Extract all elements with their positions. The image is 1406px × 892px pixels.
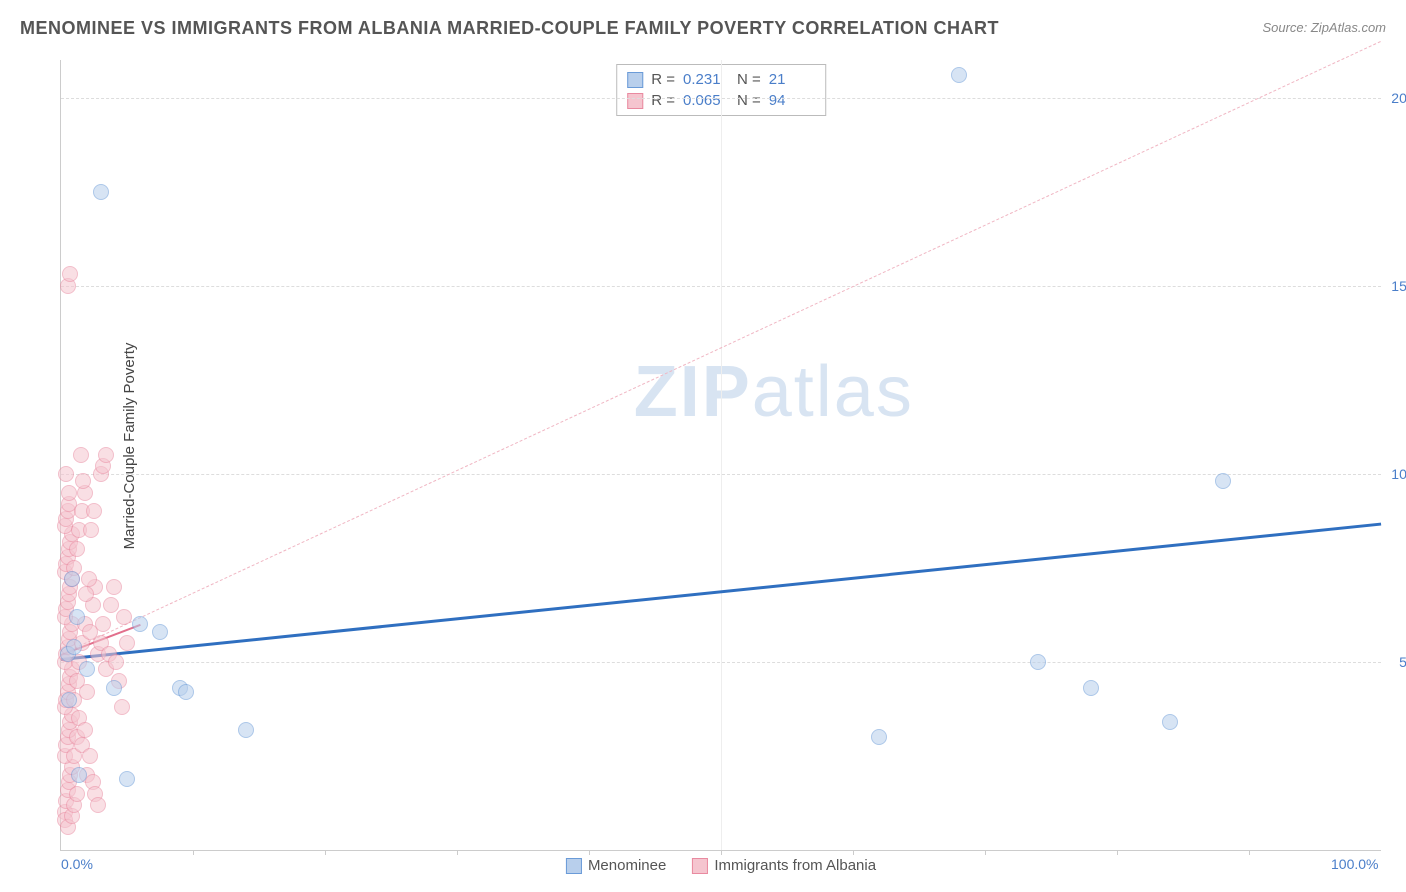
swatch-series2: [627, 93, 643, 109]
data-point: [61, 692, 77, 708]
data-point: [64, 571, 80, 587]
data-point: [78, 586, 94, 602]
x-minor-tick: [457, 850, 458, 855]
data-point: [1215, 473, 1231, 489]
x-minor-tick: [589, 850, 590, 855]
data-point: [81, 571, 97, 587]
legend-item-series2: Immigrants from Albania: [692, 857, 876, 874]
data-point: [69, 786, 85, 802]
grid-line-v: [721, 60, 722, 850]
data-point: [1083, 680, 1099, 696]
data-point: [75, 473, 91, 489]
data-point: [108, 654, 124, 670]
x-minor-tick: [325, 850, 326, 855]
data-point: [114, 699, 130, 715]
data-point: [69, 541, 85, 557]
x-minor-tick: [1117, 850, 1118, 855]
x-tick-label: 100.0%: [1331, 856, 1378, 872]
data-point: [98, 447, 114, 463]
source-label: Source: ZipAtlas.com: [1262, 20, 1386, 35]
data-point: [61, 485, 77, 501]
data-point: [119, 635, 135, 651]
chart-title: MENOMINEE VS IMMIGRANTS FROM ALBANIA MAR…: [20, 18, 999, 39]
data-point: [95, 616, 111, 632]
x-minor-tick: [193, 850, 194, 855]
x-minor-tick: [721, 850, 722, 855]
x-minor-tick: [853, 850, 854, 855]
data-point: [62, 266, 78, 282]
bottom-legend: Menominee Immigrants from Albania: [566, 857, 876, 874]
data-point: [238, 722, 254, 738]
data-point: [77, 722, 93, 738]
watermark: ZIPatlas: [634, 351, 914, 433]
data-point: [90, 797, 106, 813]
data-point: [82, 748, 98, 764]
data-point: [871, 729, 887, 745]
x-minor-tick: [985, 850, 986, 855]
data-point: [69, 609, 85, 625]
data-point: [106, 579, 122, 595]
data-point: [951, 67, 967, 83]
data-point: [79, 661, 95, 677]
data-point: [86, 503, 102, 519]
x-minor-tick: [1249, 850, 1250, 855]
y-tick-label: 5.0%: [1386, 654, 1406, 670]
swatch-series1-b: [566, 858, 582, 874]
data-point: [152, 624, 168, 640]
y-tick-label: 10.0%: [1386, 466, 1406, 482]
data-point: [58, 466, 74, 482]
data-point: [132, 616, 148, 632]
data-point: [106, 680, 122, 696]
data-point: [178, 684, 194, 700]
data-point: [1162, 714, 1178, 730]
data-point: [66, 639, 82, 655]
x-tick-label: 0.0%: [61, 856, 93, 872]
swatch-series1: [627, 72, 643, 88]
data-point: [79, 684, 95, 700]
data-point: [71, 767, 87, 783]
chart-plot-area: ZIPatlas R =0.231 N =21 R =0.065 N =94 M…: [60, 60, 1381, 851]
data-point: [83, 522, 99, 538]
data-point: [116, 609, 132, 625]
legend-item-series1: Menominee: [566, 857, 666, 874]
data-point: [73, 447, 89, 463]
data-point: [93, 184, 109, 200]
y-tick-label: 15.0%: [1386, 278, 1406, 294]
swatch-series2-b: [692, 858, 708, 874]
y-tick-label: 20.0%: [1386, 90, 1406, 106]
data-point: [1030, 654, 1046, 670]
data-point: [103, 597, 119, 613]
data-point: [119, 771, 135, 787]
